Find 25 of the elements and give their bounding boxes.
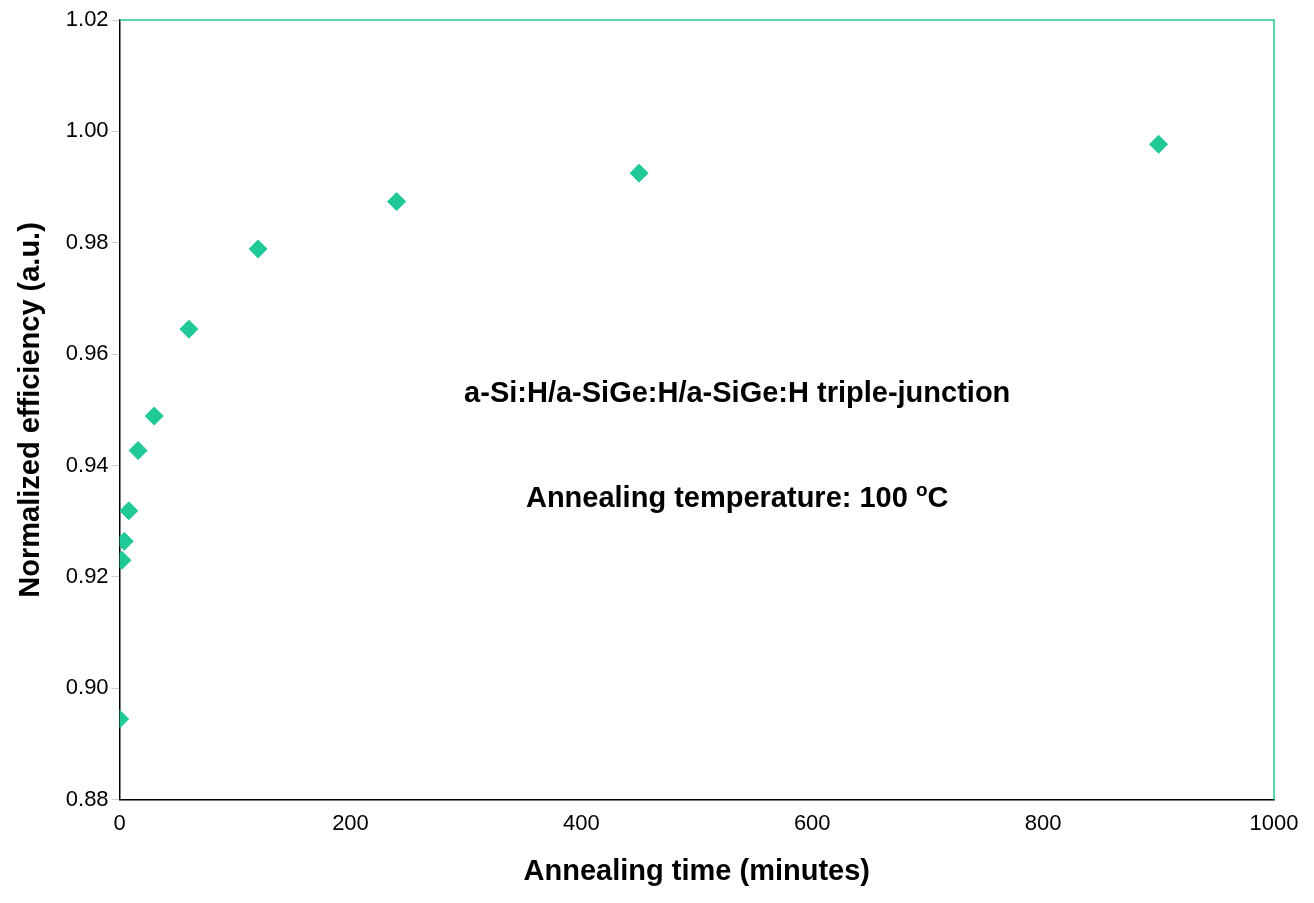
y-tick-label: 1.00 — [65, 117, 109, 143]
y-tick-label: 0.92 — [65, 563, 109, 589]
y-tick-label: 0.96 — [65, 340, 109, 366]
x-axis-title: Annealing time (minutes) — [523, 853, 871, 886]
x-tick-label: 200 — [332, 810, 369, 836]
x-tick-label: 800 — [1024, 810, 1062, 836]
y-axis-title: Normalized efficiency (a.u.) — [13, 222, 46, 598]
x-tick-label: 0 — [113, 810, 126, 836]
y-tick-label: 0.94 — [65, 451, 109, 477]
annotation: a-Si:H/a-SiGe:H/a-SiGe:H triple-junction — [464, 376, 1011, 409]
point — [248, 239, 268, 259]
x-tick-label: 1000 — [1249, 810, 1299, 836]
x-tick-label: 600 — [793, 810, 831, 836]
y-tick-label: 0.98 — [65, 228, 109, 254]
y-tick-label: 0.88 — [65, 785, 109, 811]
point — [629, 163, 649, 183]
point — [179, 319, 199, 339]
y-tick-label: 1.02 — [65, 6, 109, 32]
y-tick-label: 0.90 — [65, 674, 109, 700]
point — [128, 441, 148, 461]
x-tick-label: 400 — [563, 810, 600, 836]
point — [119, 501, 139, 521]
point — [144, 406, 164, 426]
point — [1149, 134, 1169, 154]
point — [387, 192, 407, 212]
